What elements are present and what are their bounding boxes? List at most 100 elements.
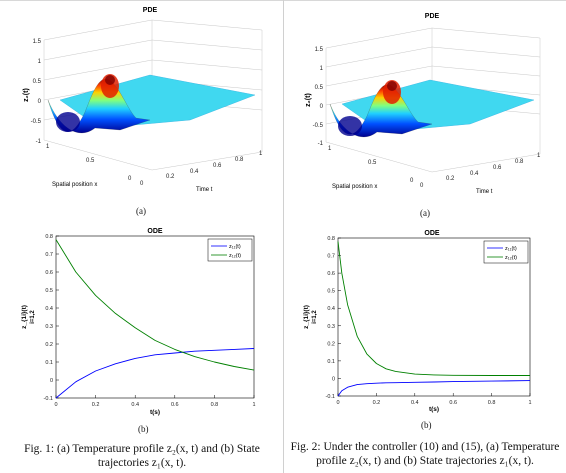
legend-z12: z₁₂(t) xyxy=(505,255,517,261)
z-tick: 0.5 xyxy=(315,85,324,91)
t-tick: 0.2 xyxy=(446,176,455,182)
t-tick: 0 xyxy=(420,183,424,189)
pde-plot-2: PDE 1.5 1 0.5 0 -0.5 -1 z₂(t) 1 0.5 0 Sp… xyxy=(305,13,541,195)
y-tick-label: 0.7 xyxy=(45,252,53,258)
y-tick-label: 0.5 xyxy=(45,288,53,294)
legend-z11: z₁₁(t) xyxy=(505,246,517,252)
y-tick-label: 0.4 xyxy=(45,306,53,312)
z-tick: -1 xyxy=(318,141,324,147)
t-tick: 0.4 xyxy=(190,169,199,175)
pde-plot-1: PDE 1.5 1 0.5 0 -0.5 -1 z₂(t) 1 0.5 0 Sp… xyxy=(23,7,263,193)
pde-xlabel: Spatial position x xyxy=(52,182,97,188)
legend-box xyxy=(207,238,253,262)
legend-z11: z₁₁(t) xyxy=(229,244,241,250)
t-tick: 0.6 xyxy=(493,165,502,171)
y-tick-label: 0.6 xyxy=(327,271,335,277)
series-line-2 xyxy=(55,239,255,371)
y-tick-label: 0.4 xyxy=(327,306,335,312)
ode-ylabel: z_{1i}(t) xyxy=(303,305,310,329)
z-tick: 1.5 xyxy=(33,39,42,45)
pde-zlabel: z₂(t) xyxy=(23,88,30,102)
y-tick-label: 0 xyxy=(332,376,335,382)
z-tick: -0.5 xyxy=(313,123,324,129)
y-tick-label: 0.8 xyxy=(45,234,53,240)
x-tick-label: 0 xyxy=(54,402,57,408)
subcaption-b: (b) xyxy=(138,424,149,434)
t-tick: 0.4 xyxy=(470,171,479,177)
x-tick-label: 1 xyxy=(252,402,255,408)
ode-ylabel: z_{1i}(t) xyxy=(21,305,28,329)
subcaption-a: (a) xyxy=(420,208,430,218)
z-tick: 1.5 xyxy=(315,47,324,53)
legend-z12: z₁₂(t) xyxy=(229,253,241,259)
t-tick: 1 xyxy=(537,153,541,159)
pde-ylabel: Time t xyxy=(476,189,493,195)
t-tick: 0.8 xyxy=(235,157,244,163)
x-tick: 1 xyxy=(46,144,50,150)
z-tick: 1 xyxy=(38,59,42,65)
ode-ylabel-2: i=1,2 xyxy=(312,310,318,324)
x-tick: 0.5 xyxy=(86,158,95,164)
pde-ylabel: Time t xyxy=(196,187,213,193)
z-tick: 0 xyxy=(38,99,42,105)
x-tick-label: 0 xyxy=(336,400,339,406)
y-tick-label: 0.2 xyxy=(45,342,53,348)
x-tick-label: 0.4 xyxy=(411,400,419,406)
subcaption-b: (b) xyxy=(421,420,432,430)
x-tick: 1 xyxy=(328,146,332,152)
plot-frame xyxy=(337,237,531,397)
x-tick-label: 0.8 xyxy=(488,400,496,406)
subcaption-a: (a) xyxy=(136,206,146,216)
x-tick: 0.5 xyxy=(368,160,377,166)
ode-plot-1: ODE 0.80.70.60.50.40.30.20.10-0.1 0 0.2 0.… xyxy=(21,228,256,416)
t-tick: 0 xyxy=(140,181,144,187)
y-tick-label: 0.2 xyxy=(327,341,335,347)
pde-title: PDE xyxy=(143,7,158,14)
y-tick-label: 0.8 xyxy=(327,236,335,242)
y-tick-label: 0.7 xyxy=(327,254,335,260)
y-tick-label: 0.5 xyxy=(327,289,335,295)
z-tick: 0.5 xyxy=(33,79,42,85)
x-tick: 0 xyxy=(410,178,414,184)
series-line-1 xyxy=(337,380,531,397)
ode-xlabel: t(s) xyxy=(150,409,160,416)
pde-xlabel: Spatial position x xyxy=(332,184,377,190)
t-tick: 0.6 xyxy=(213,163,222,169)
legend-box xyxy=(483,240,529,264)
t-tick: 1 xyxy=(259,151,263,157)
z-tick: 1 xyxy=(320,66,324,72)
t-tick: 0.8 xyxy=(515,159,524,165)
pde-title: PDE xyxy=(425,13,440,20)
x-tick: 0 xyxy=(128,176,132,182)
z-tick: 0 xyxy=(320,104,324,110)
x-tick-label: 0.2 xyxy=(92,402,100,408)
y-tick-label: -0.1 xyxy=(44,396,53,402)
x-tick-label: 0.6 xyxy=(171,402,179,408)
x-tick-label: 0.8 xyxy=(211,402,219,408)
t-tick: 0.2 xyxy=(166,174,175,180)
y-tick-label: 0.3 xyxy=(327,324,335,330)
y-tick-label: 0.3 xyxy=(45,324,53,330)
x-tick-label: 0.4 xyxy=(131,402,139,408)
x-tick-label: 0.6 xyxy=(449,400,457,406)
z-tick: -1 xyxy=(36,139,42,145)
y-tick-label: 0.1 xyxy=(45,360,53,366)
x-tick-label: 0.2 xyxy=(373,400,381,406)
y-tick-label: 0 xyxy=(50,378,53,384)
column-divider xyxy=(283,0,284,473)
plot-frame xyxy=(55,235,255,399)
series-line-2 xyxy=(337,241,530,376)
x-tick-label: 1 xyxy=(528,400,531,406)
ode-title: ODE xyxy=(424,230,440,237)
y-tick-label: 0.1 xyxy=(327,359,335,365)
ode-ylabel-2: i=1,2 xyxy=(30,310,36,324)
z-tick: -0.5 xyxy=(31,119,42,125)
ode-plot-2: ODE 0.80.70.60.50.40.30.20.10-0.1 0 0.2 0.… xyxy=(303,230,532,413)
pde-zlabel: z₂(t) xyxy=(305,93,312,107)
ode-title: ODE xyxy=(147,228,163,235)
y-tick-label: 0.6 xyxy=(45,270,53,276)
ode-xlabel: t(s) xyxy=(429,406,439,413)
figure-caption-2: Fig. 2: Under the controller (10) and (1… xyxy=(290,441,560,467)
figure-caption-1: Fig. 1: (a) Temperature profile z₂(x, t)… xyxy=(24,443,260,469)
series-line-1 xyxy=(55,348,255,399)
